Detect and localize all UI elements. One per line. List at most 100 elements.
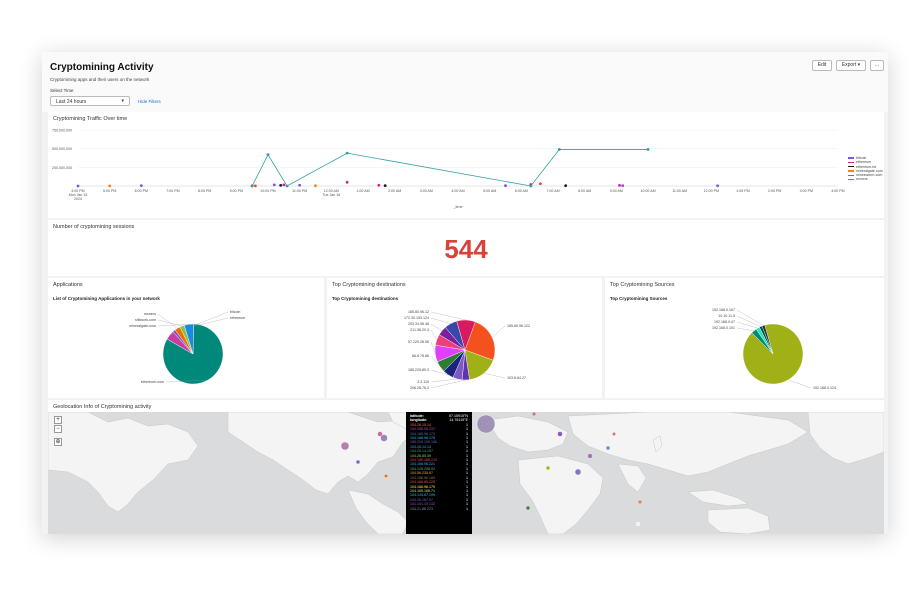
locate-button[interactable]: ⊕ (54, 438, 62, 446)
map-marker[interactable] (612, 432, 617, 437)
landmass-americas-east (807, 412, 884, 465)
legend-item-mxnxrs[interactable]: mxnxrs (848, 177, 883, 181)
tooltip-row-ip: 104.169.166.210 (410, 458, 437, 463)
pie-slice-label: bitcoin (230, 310, 240, 314)
series-point-bitcoin[interactable] (272, 183, 276, 187)
series-point-mineralgate-com[interactable] (108, 184, 112, 188)
tooltip-latitude-value: 57.15915°N (448, 414, 468, 418)
export-button[interactable]: Export ▾ (836, 60, 866, 71)
tooltip-row: 104.26.14.167 1 (410, 449, 468, 453)
pie-slice[interactable] (184, 323, 194, 355)
series-point-mxnxrs[interactable] (529, 184, 533, 188)
series-point-bitcoin[interactable] (621, 184, 625, 188)
map-marker[interactable] (574, 468, 582, 476)
sessions-panel-title: Number of cryptomining sessions (53, 224, 135, 230)
series-point-bitcoin[interactable] (716, 184, 720, 188)
tooltip-row-count: 1 (466, 475, 468, 480)
zoom-out-button[interactable]: − (54, 425, 62, 433)
sources-pie-chart[interactable]: 192.168.0.124 192.168.0.101 192.168.0.47 10… (605, 278, 884, 398)
pie-slice-label: 57.229.28.56 (408, 340, 429, 344)
map-marker[interactable] (380, 434, 388, 442)
applications-panel-subtitle: List of Cryptomining Applications in you… (53, 296, 160, 301)
pie-slice-label: 10.10.11.5 (718, 314, 735, 318)
traffic-line-chart[interactable]: 750,000,000 500,000,000 250,000,000 4:00 PM… (48, 112, 884, 218)
map-marker[interactable] (525, 505, 531, 511)
pie-slice-label: 192.168.0.124 (813, 386, 836, 390)
legend-item-mineralgate-com[interactable]: mineralgate-com (848, 169, 883, 173)
traffic-panel-title: Cryptomining Traffic Over time (53, 116, 128, 122)
tooltip-row-ip: 104.166.96.221 (410, 462, 435, 467)
landmass-asia (567, 412, 809, 477)
series-point-mxnxrs[interactable] (557, 148, 561, 151)
legend-item-ethereum-txt[interactable]: ethereum-txt (848, 165, 883, 169)
map-marker[interactable] (545, 465, 551, 471)
legend-item-minesworm-com[interactable]: minesworm-com (848, 173, 883, 177)
pie-leader-line (430, 311, 467, 321)
destinations-pie-chart[interactable]: 185.80.96.122 103.6.64.27 206.28.76.3 3.2.1… (327, 278, 602, 398)
map-marker[interactable] (637, 499, 643, 505)
series-point-bitcoin[interactable] (139, 184, 143, 188)
series-point-mxnxrs[interactable] (646, 148, 650, 151)
map-marker[interactable] (531, 412, 537, 417)
tooltip-row: 104.169.166.71 1 (410, 489, 468, 493)
edit-button[interactable]: Edit (812, 60, 832, 71)
series-point-mxnxrs[interactable] (285, 184, 289, 188)
series-point-bitcoin[interactable] (504, 184, 507, 188)
tooltip-row-count: 1 (466, 466, 468, 471)
tooltip-row-count: 1 (466, 484, 468, 489)
series-point-mxnxrs[interactable] (266, 153, 270, 157)
map-marker[interactable] (377, 431, 383, 437)
map-marker[interactable] (557, 431, 563, 437)
tooltip-row: 141.101.10.132 1 (410, 502, 468, 506)
zoom-in-button[interactable]: + (54, 416, 62, 424)
legend-item-ethereum[interactable]: ethereum (848, 160, 883, 164)
time-picker-dropdown[interactable]: Last 24 hours ▾ (50, 96, 130, 106)
map-marker[interactable] (587, 453, 593, 459)
series-point-ethereum-txt[interactable] (383, 184, 387, 188)
series-point-ethereum[interactable] (377, 183, 381, 187)
series-point-bitcoin[interactable] (298, 183, 302, 187)
pie-slice-label: 192.168.0.101 (712, 326, 735, 330)
series-point-mxnxrs[interactable] (345, 151, 349, 155)
tooltip-row: 104.166.96.221 1 (410, 462, 468, 466)
hide-filters-link[interactable]: Hide Filters (138, 99, 161, 104)
pie-leader-line (430, 329, 437, 340)
series-point-bitcoin[interactable] (76, 184, 80, 188)
tooltip-row-count: 1 (466, 449, 468, 454)
series-point-ethereum-txt[interactable] (564, 184, 568, 188)
x-tick-label: Tue Jan 16 (322, 193, 340, 197)
series-point-ethereum[interactable] (618, 184, 621, 187)
more-actions-button[interactable]: ... (870, 60, 884, 71)
series-point-mineralgate-com[interactable] (314, 184, 317, 188)
x-tick-label: 10:00 AM (640, 189, 655, 193)
pie-slice-label: 66.6.78.88 (412, 354, 429, 358)
series-point-minesworm-com[interactable] (538, 182, 542, 186)
x-tick-label: 4:00 AM (451, 189, 464, 193)
x-tick-label: 3:00 AM (420, 189, 433, 193)
map-marker[interactable] (605, 445, 611, 451)
destinations-panel: Top Cryptomining destinations Top Crypto… (327, 278, 602, 398)
legend-item-bitcoin[interactable]: bitcoin (848, 156, 883, 160)
applications-pie-chart[interactable]: ethereum-com bitcoin ethereum monero stikwor… (48, 278, 324, 398)
series-point-ethereum[interactable] (282, 183, 286, 187)
series-point-minesworm-com[interactable] (253, 184, 257, 188)
x-tick-label: 7:00 PM (166, 189, 179, 193)
map-marker[interactable] (355, 459, 361, 465)
series-point-mxnxrs[interactable] (250, 184, 254, 188)
map-marker[interactable] (384, 474, 389, 479)
tooltip-row: 104.166.96.175 1 (410, 436, 468, 440)
series-line-mxnxrs[interactable] (251, 149, 648, 187)
series-point-ethereum[interactable] (345, 180, 349, 184)
pie-slice[interactable] (456, 319, 476, 351)
pie-slice[interactable] (464, 321, 496, 361)
map-marker[interactable] (635, 521, 641, 527)
map-marker[interactable] (340, 441, 350, 451)
tooltip-row-ip: 104.166.96.222 (410, 427, 435, 432)
tooltip-row-ip: 141.101.10.132 (410, 502, 435, 507)
tooltip-row: 104.21.86.223 1 (410, 507, 468, 511)
geo-panel-title: Geolocation Info of Cryptomining activit… (53, 404, 152, 410)
map-marker[interactable] (476, 414, 496, 434)
x-tick-label: 2:00 AM (388, 189, 401, 193)
series-point-ethereum-txt[interactable] (279, 184, 283, 187)
tooltip-row-ip: 104.21.86.223 (410, 506, 433, 511)
